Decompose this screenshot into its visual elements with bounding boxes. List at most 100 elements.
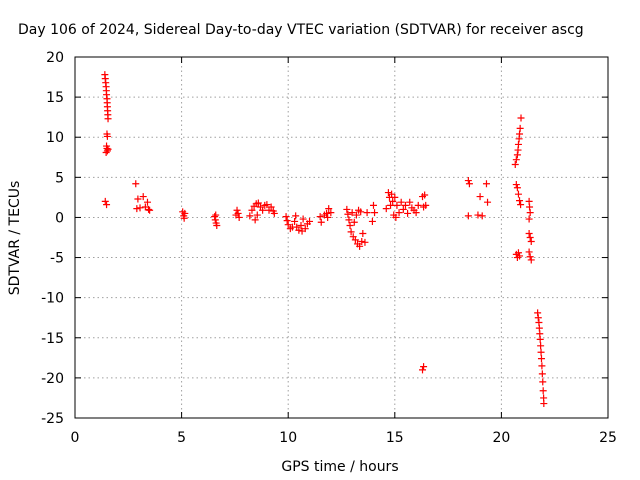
data-point: [323, 209, 331, 217]
data-point: [476, 193, 484, 201]
x-tick-label: 20: [492, 430, 510, 446]
data-point: [368, 217, 376, 225]
y-tick-label: -20: [41, 371, 64, 387]
data-point: [344, 210, 352, 218]
data-point: [421, 191, 429, 199]
data-point: [465, 180, 473, 188]
data-point: [526, 209, 534, 217]
data-point: [211, 213, 219, 221]
y-tick-label: -15: [41, 331, 64, 347]
data-point: [539, 387, 547, 395]
x-tick-label: 5: [177, 430, 186, 446]
data-point: [399, 205, 407, 213]
data-point: [350, 218, 358, 226]
data-point: [388, 190, 396, 198]
data-point: [392, 213, 400, 221]
data-point: [146, 206, 154, 214]
data-point: [104, 145, 112, 153]
data-point: [343, 205, 351, 213]
y-tick-label: 0: [55, 210, 64, 226]
data-point: [371, 209, 379, 217]
data-point: [325, 205, 333, 213]
data-point: [145, 205, 153, 213]
data-point: [248, 206, 256, 214]
data-point: [404, 209, 412, 217]
y-tick-label: -10: [41, 291, 64, 307]
data-point: [298, 227, 306, 235]
ticks: 0 5 10 15 20 25 20 15 10 5 0 -5 -10 -15 -20 -25: [41, 50, 617, 446]
data-point: [253, 211, 261, 219]
y-tick-label: -25: [41, 411, 64, 427]
data-point: [263, 201, 271, 209]
data-point: [283, 217, 291, 225]
data-point: [514, 140, 522, 148]
data-point: [478, 212, 486, 220]
data-point: [389, 197, 397, 205]
data-point: [537, 348, 545, 356]
data-point: [382, 205, 390, 213]
data-point: [324, 213, 332, 221]
x-tick-label: 10: [279, 430, 297, 446]
data-point: [525, 248, 533, 256]
data-point: [401, 201, 409, 209]
data-point: [527, 238, 535, 246]
data-point: [482, 180, 490, 188]
data-point: [351, 236, 359, 244]
data-point: [267, 203, 275, 211]
data-point: [299, 215, 307, 223]
x-axis-label: GPS time / hours: [281, 459, 398, 475]
data-point: [317, 218, 325, 226]
data-point: [357, 208, 365, 216]
data-point: [104, 115, 112, 123]
data-point: [143, 198, 151, 206]
data-point: [316, 213, 324, 221]
data-point: [270, 209, 278, 217]
data-point: [526, 203, 534, 211]
x-tick-label: 25: [599, 430, 617, 446]
data-point: [517, 201, 525, 209]
data-point: [484, 198, 492, 206]
data-point: [103, 147, 111, 155]
data-point: [464, 177, 472, 185]
data-point: [464, 212, 472, 220]
data-point: [246, 212, 254, 220]
data-point: [526, 234, 534, 241]
data-point: [538, 370, 546, 378]
data-point: [414, 201, 422, 209]
data-point: [525, 215, 533, 223]
data-point: [103, 132, 111, 140]
data-point: [474, 211, 482, 219]
data-point: [101, 197, 109, 205]
data-point: [395, 209, 403, 217]
data-point: [346, 221, 354, 229]
data-point: [132, 180, 140, 188]
data-point: [420, 363, 428, 371]
data-point: [136, 204, 144, 212]
data-point: [537, 342, 545, 350]
data-point: [139, 193, 147, 201]
data-point: [103, 201, 111, 209]
data-points: [101, 71, 548, 408]
data-point: [384, 189, 392, 197]
data-point: [387, 201, 395, 209]
data-point: [513, 184, 521, 192]
data-point: [406, 198, 414, 206]
data-point: [540, 400, 548, 408]
data-point: [422, 201, 430, 209]
y-tick-label: 10: [46, 130, 64, 146]
data-point: [513, 151, 521, 159]
data-point: [516, 197, 524, 205]
data-point: [292, 212, 300, 220]
data-point: [393, 201, 401, 209]
data-point: [369, 201, 377, 209]
data-point: [251, 216, 259, 224]
data-point: [233, 206, 241, 214]
data-point: [295, 226, 303, 234]
data-point: [512, 181, 520, 189]
data-point: [514, 190, 522, 198]
data-point: [514, 249, 522, 257]
data-point: [516, 252, 524, 260]
data-point: [527, 256, 535, 264]
data-point: [412, 209, 420, 217]
